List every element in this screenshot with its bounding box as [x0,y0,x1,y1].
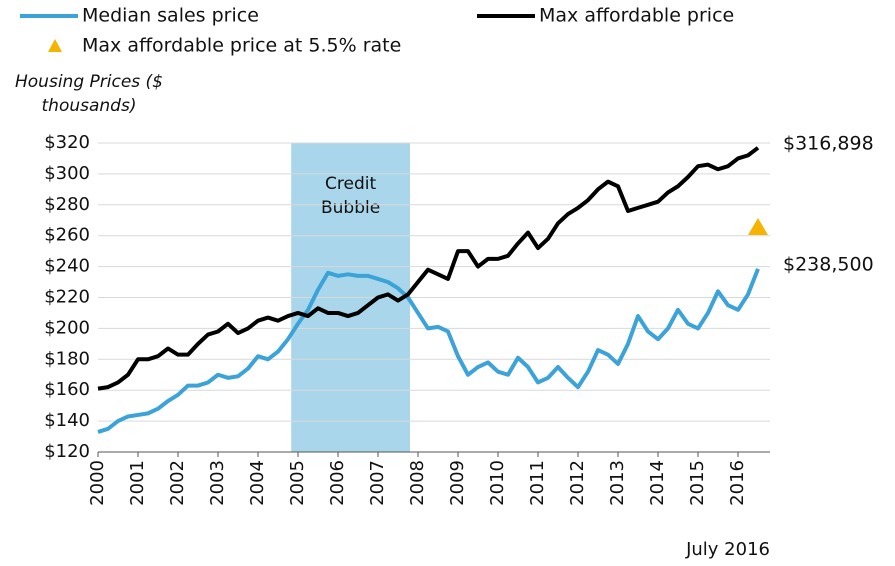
y-tick-label: $200 [44,317,90,338]
x-tick-label: 2007 [367,460,388,506]
x-tick-label: 2001 [127,460,148,506]
x-tick-label: 2012 [567,460,588,506]
x-tick-label: 2006 [327,460,348,506]
y-tick-label: $300 [44,163,90,184]
shaded-region-label: Credit [325,174,376,194]
y-tick-label: $120 [44,441,90,462]
y-tick-label: $220 [44,287,90,308]
y-tick-label: $260 [44,225,90,246]
x-tick-label: 2008 [407,460,428,506]
legend-swatch [48,39,62,52]
end-label: $238,500 [783,253,874,275]
y-tick-label: $140 [44,410,90,431]
y-tick-label: $160 [44,379,90,400]
shaded-region-label: Bubble [321,198,380,218]
legend-label: Max affordable price [539,5,734,27]
point-marker [748,218,768,236]
x-tick-label: 2009 [447,460,468,506]
legend-label: Median sales price [82,5,259,27]
x-tick-label: 2014 [647,460,668,506]
end-label: $316,898 [783,132,874,154]
x-tick-label: 2005 [287,460,308,506]
x-tick-label: 2000 [87,460,108,506]
x-tick-label: 2010 [487,460,508,506]
line-series [97,268,760,434]
y-tick-label: $240 [44,256,90,277]
x-tick-label: 2003 [207,460,228,506]
x-tick-label: 2011 [527,460,548,506]
x-tick-label: 2002 [167,460,188,506]
y-tick-label: $320 [44,132,90,153]
x-tick-label: 2015 [687,460,708,506]
y-axis-label: Housing Prices ($ thousands) [15,72,163,116]
note: July 2016 [685,539,770,560]
x-tick-label: 2004 [247,460,268,506]
legend-label: Max affordable price at 5.5% rate [82,35,401,57]
x-tick-label: 2016 [727,460,748,506]
y-tick-label: $280 [44,194,90,215]
y-tick-label: $180 [44,348,90,369]
line-series [97,146,760,391]
x-tick-label: 2013 [607,460,628,506]
